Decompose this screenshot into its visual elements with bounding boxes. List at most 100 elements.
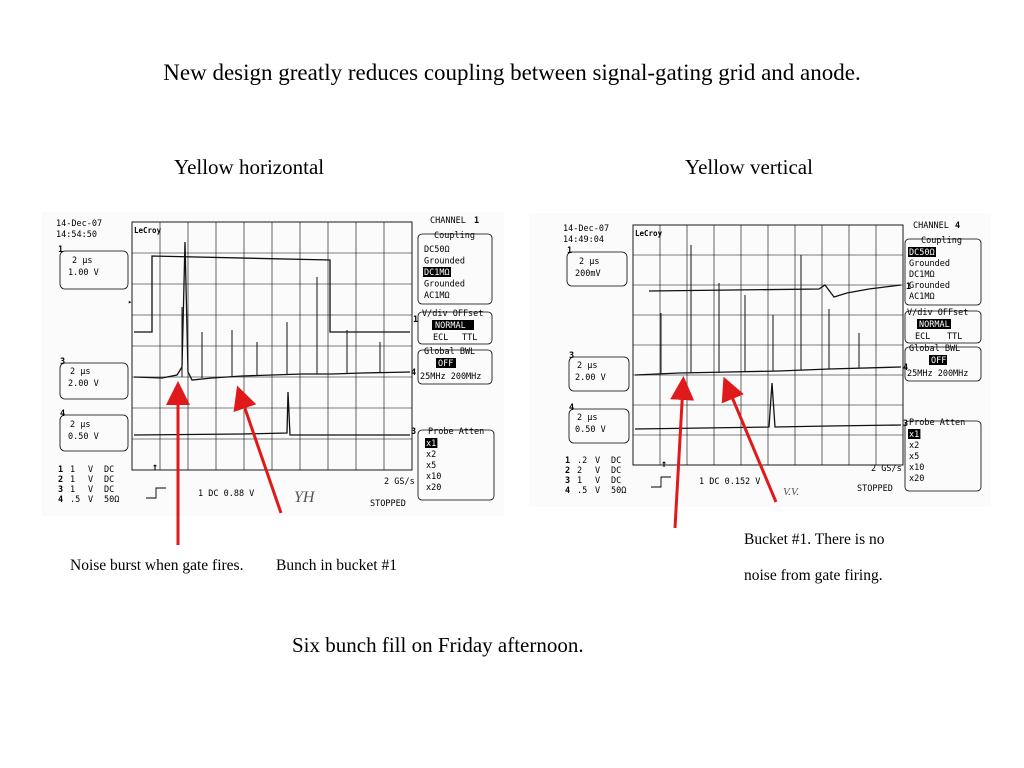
legend-unit: V (88, 475, 93, 485)
legend-coupling: 50Ω (104, 495, 119, 505)
ch1-info-box (566, 251, 628, 287)
legend-value: 1 (70, 485, 75, 495)
right-heading: Yellow vertical (685, 155, 813, 179)
ch3-marker: 3 (60, 357, 65, 367)
bwl-options: 25MHz 200MHz (420, 372, 481, 382)
legend-unit: V (88, 495, 93, 505)
coupling-option: Grounded (424, 280, 465, 290)
channel-label: CHANNEL (430, 216, 466, 226)
legend-coupling: DC (611, 466, 621, 476)
coupling-option: DC50Ω (909, 248, 935, 258)
bwl-off: OFF (438, 359, 453, 369)
coupling-title: Coupling (434, 231, 475, 241)
legend-coupling: DC (611, 456, 621, 466)
ch1-marker: 1 (58, 245, 63, 255)
ch4-marker: 4 (569, 403, 574, 413)
sample-rate: 2 GS/s (384, 477, 415, 487)
scope-date: 14-Dec-07 (56, 219, 102, 229)
legend-unit: V (88, 465, 93, 475)
bwl-options: 25MHz 200MHz (907, 369, 968, 379)
scope-date: 14-Dec-07 (563, 224, 609, 234)
slide-title: New design greatly reduces coupling betw… (163, 60, 861, 85)
legend-value: 1 (70, 475, 75, 485)
handwritten-initials: V.V. (783, 486, 799, 498)
ch3-info-box (59, 362, 129, 400)
probe-option: x5 (909, 452, 919, 462)
trigger-level: 1 DC 0.152 V (699, 477, 760, 487)
trace-anode (634, 366, 902, 376)
trigger-level: 1 DC 0.88 V (198, 489, 254, 499)
legend-coupling: DC (611, 476, 621, 486)
arrow-bunch-bucket (233, 385, 283, 514)
trigger-marker: ↑ (661, 459, 667, 470)
trace-bunch (133, 391, 410, 436)
vdiv-ecl: ECL (915, 332, 930, 342)
ch3-volts: 2.00 V (68, 379, 99, 389)
ch4-volts: 0.50 V (68, 432, 99, 442)
trigger-edge-icon (146, 487, 166, 499)
ch4-volts: 0.50 V (575, 425, 606, 435)
legend-coupling: DC (104, 485, 114, 495)
legend-coupling: 50Ω (611, 486, 626, 496)
vdiv-ttl: TTL (462, 333, 477, 343)
marker-right-3: 3 (903, 419, 908, 429)
channel-number: 1 (474, 216, 479, 226)
legend-value: 2 (577, 466, 582, 476)
waveform-traces (133, 241, 411, 436)
scope-time: 14:54:50 (56, 230, 97, 240)
bwl-off: OFF (931, 356, 946, 366)
vdiv-normal: NORMAL (435, 321, 466, 331)
trigger-marker: ↑ (152, 462, 158, 473)
ch4-timebase: 2 µs (577, 413, 597, 423)
probe-title: Probe Atten (909, 418, 965, 428)
ch4-marker: 4 (60, 409, 65, 419)
vdiv-title: V/div OFFset (907, 308, 968, 318)
bunch-spikes (660, 245, 860, 374)
channel-legend: 1.2 V DC2 2 V DC3 1 V DC4.5 V 50Ω (565, 456, 626, 496)
probe-option: x1 (426, 439, 436, 449)
scope-screenshot-vertical: 14-Dec-07 14:49:04 CHANNEL 4 1 2 µs 200m… (529, 213, 991, 507)
legend-channel: 3 (58, 485, 63, 495)
coupling-option: Grounded (909, 281, 950, 291)
coupling-option: Grounded (424, 257, 465, 267)
ch3-info-box (568, 356, 630, 392)
ch1-volts: 200mV (575, 269, 601, 279)
caption-bucket-1-line1: Bucket #1. There is no (744, 531, 885, 548)
trace-gate (648, 284, 902, 298)
legend-channel: 1 (565, 456, 570, 466)
probe-option: x2 (426, 450, 436, 460)
probe-option: x20 (909, 474, 924, 484)
arrow-bucket-1 (721, 376, 778, 503)
coupling-option: DC1MΩ (909, 270, 935, 280)
menu-panel: Coupling DC50ΩGroundedDC1MΩGroundedAC1MΩ… (904, 236, 982, 492)
ch3-marker: 3 (569, 351, 574, 361)
legend-coupling: DC (104, 475, 114, 485)
ch4-timebase: 2 µs (70, 420, 90, 430)
trigger-edge-icon (651, 476, 671, 488)
vdiv-ttl: TTL (947, 332, 962, 342)
legend-channel: 2 (565, 466, 570, 476)
legend-value: .5 (70, 495, 80, 505)
ch4-info-box (568, 408, 630, 444)
vdiv-normal: NORMAL (919, 320, 950, 330)
caption-bunch-bucket: Bunch in bucket #1 (276, 557, 397, 574)
probe-option: x1 (909, 430, 919, 440)
scope-time: 14:49:04 (563, 235, 604, 245)
probe-option: x20 (426, 483, 441, 493)
legend-value: 1 (70, 465, 75, 475)
channel-legend: 1 1 V DC2 1 V DC3 1 V DC4.5 V 50Ω (58, 465, 119, 505)
left-heading: Yellow horizontal (174, 155, 325, 179)
bwl-title: Global BWL (424, 347, 475, 357)
scope-brand: LeCroy (635, 229, 663, 238)
trace-anode (133, 241, 411, 381)
legend-unit: V (595, 486, 600, 496)
marker-right-4: 4 (903, 363, 908, 373)
trace-gate (134, 255, 410, 333)
channel-number: 4 (955, 221, 960, 231)
scope-screenshot-horizontal: 14-Dec-07 14:54:50 CHANNEL 1 1 2 µs 1.00… (42, 212, 504, 516)
legend-channel: 2 (58, 475, 63, 485)
marker-right-4: 4 (411, 368, 416, 378)
marker-right-1: 1 (413, 315, 418, 325)
coupling-option: Grounded (909, 259, 950, 269)
